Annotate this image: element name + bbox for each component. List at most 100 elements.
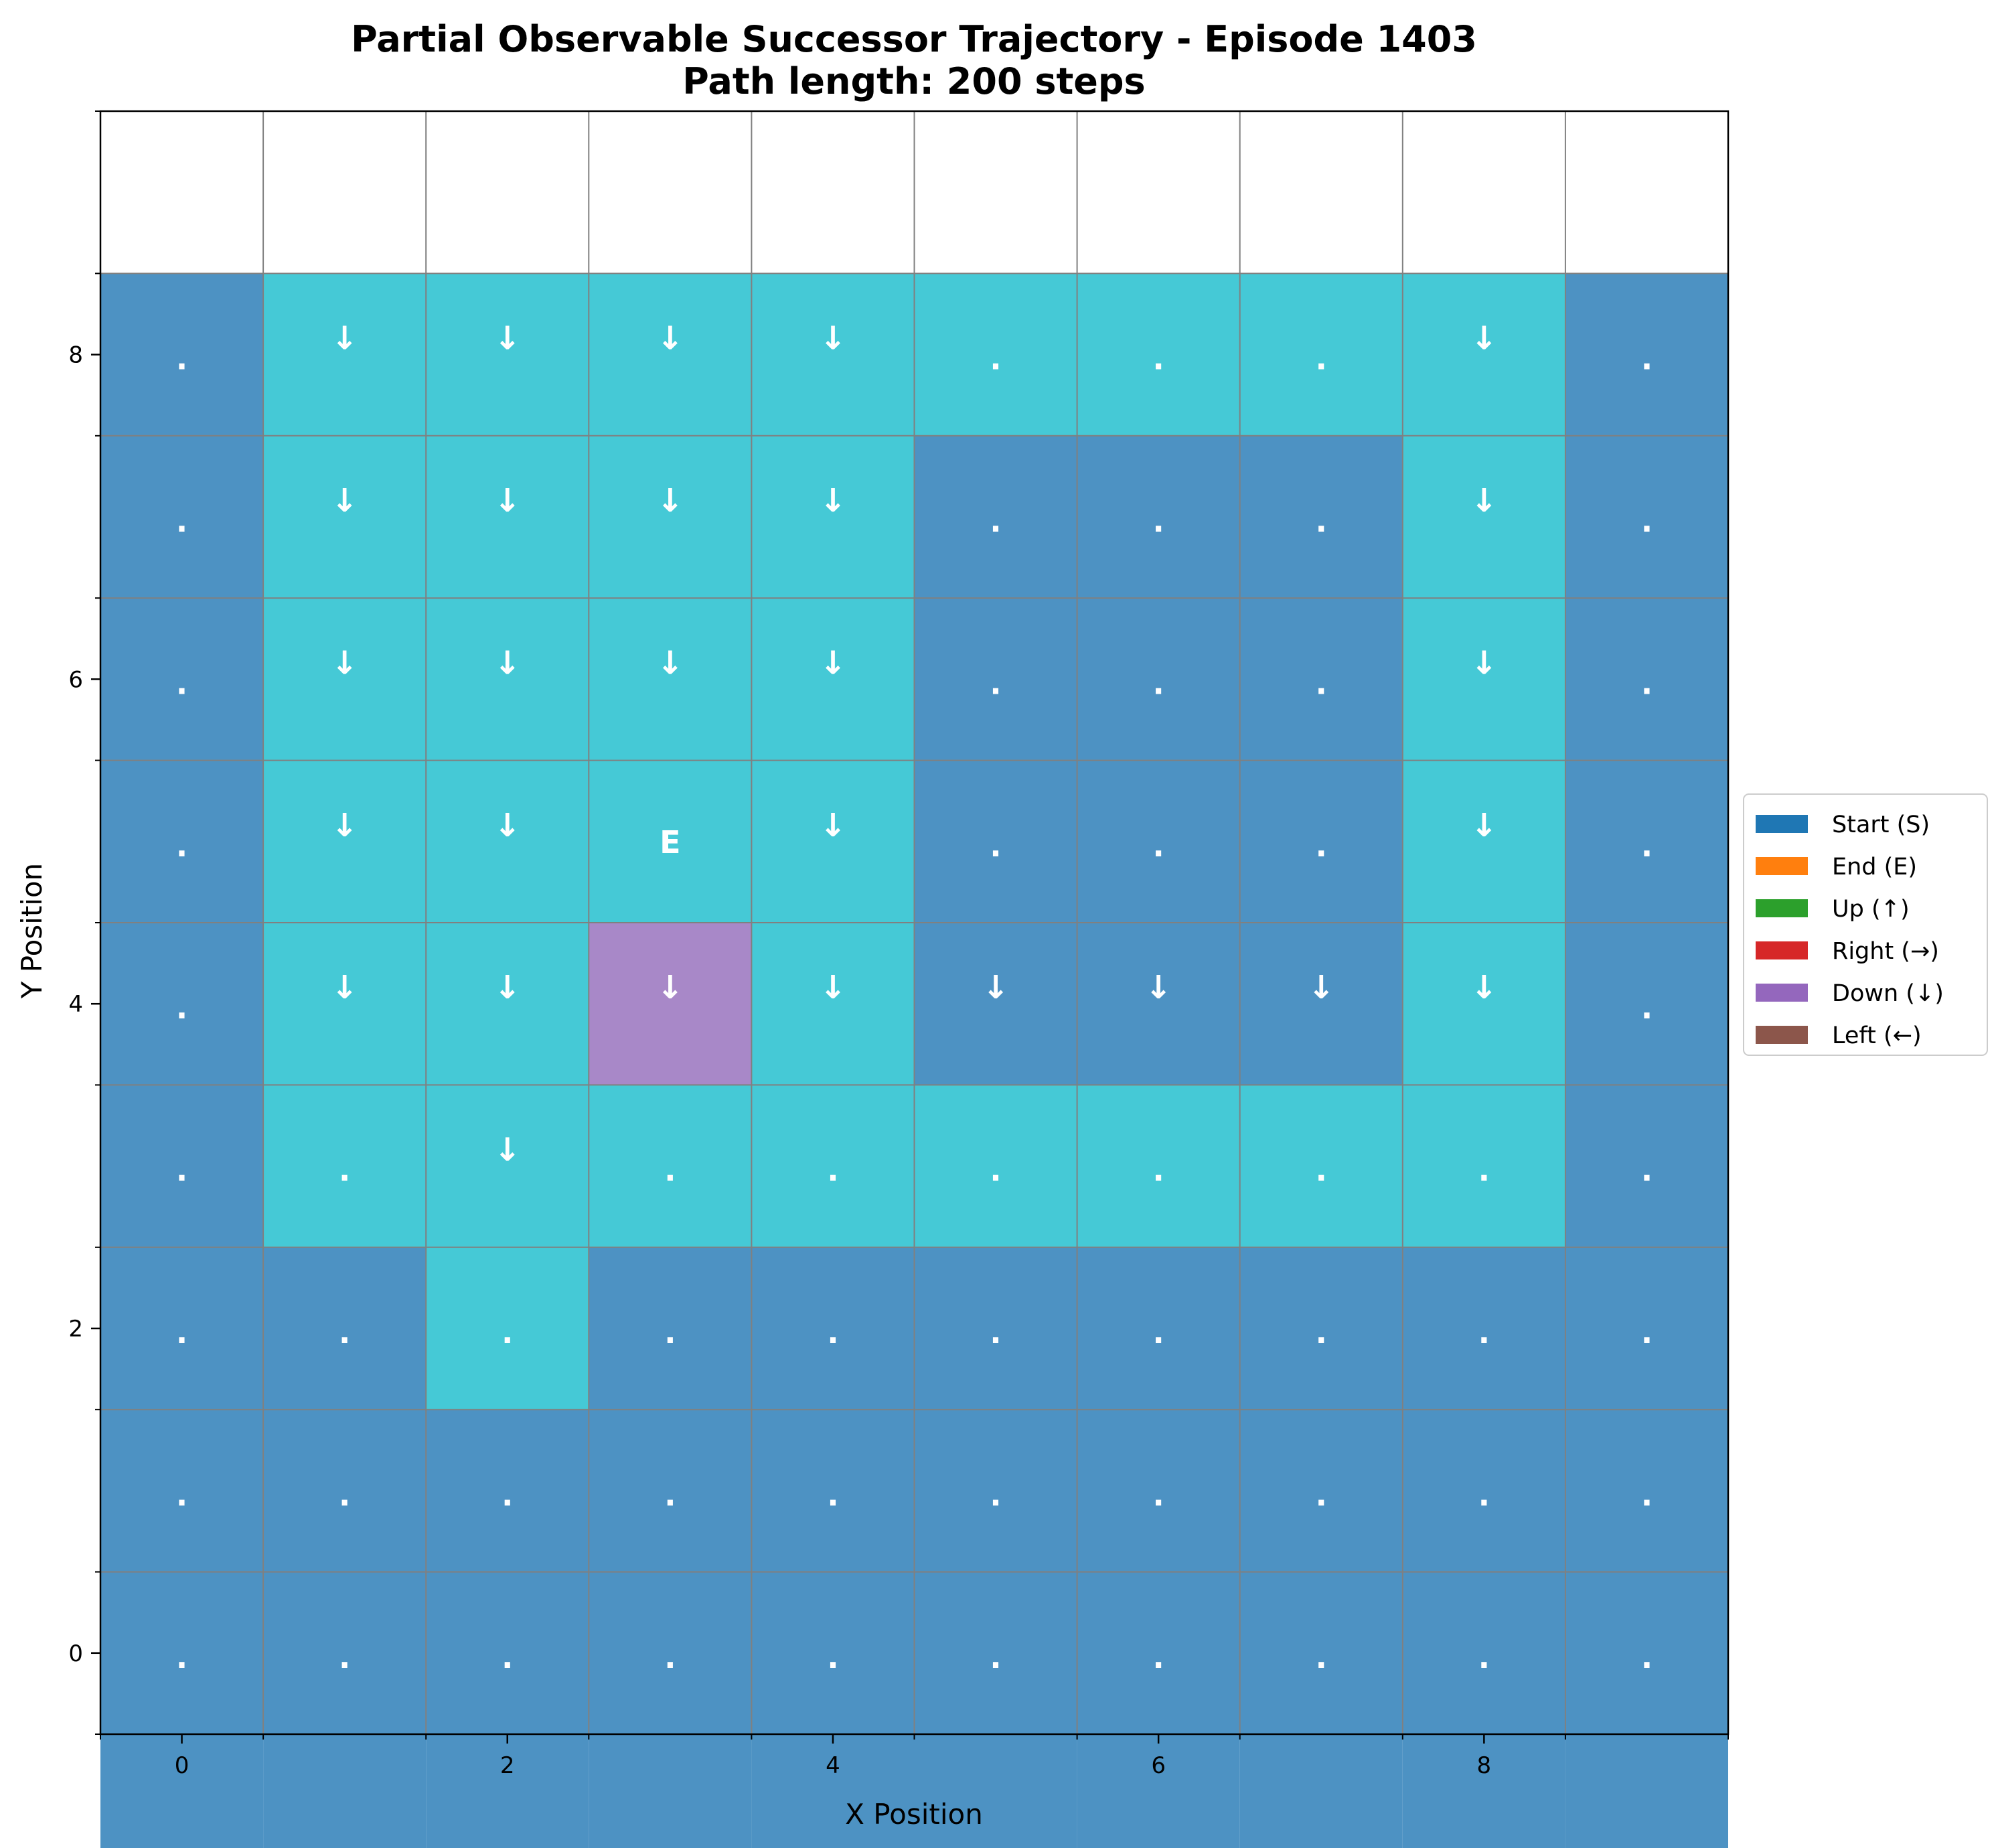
cell-3-4 <box>589 1085 752 1247</box>
cell-dot: . <box>990 1639 1001 1675</box>
cell-4-9 <box>751 273 915 436</box>
x-tick-label: 0 <box>175 1752 189 1779</box>
cell-5-2 <box>914 1409 1077 1572</box>
end-marker: E <box>660 824 680 860</box>
cell-5-0 <box>914 1734 1077 1848</box>
cell-dot: . <box>1641 503 1653 539</box>
cell-7-0 <box>1239 1734 1403 1848</box>
direction-arrow: ↓ <box>331 807 358 844</box>
direction-arrow: ↓ <box>331 644 358 682</box>
cell-4-4 <box>751 1085 915 1247</box>
cell-1-8 <box>263 435 427 599</box>
cell-6-9 <box>1077 273 1240 436</box>
cell-dot: . <box>1316 1152 1327 1188</box>
cell-2-3 <box>426 1247 589 1410</box>
direction-arrow: ↓ <box>494 969 521 1006</box>
cell-0-0 <box>100 1734 264 1848</box>
direction-arrow: ↓ <box>331 969 358 1006</box>
x-tick-label: 4 <box>826 1752 840 1779</box>
legend-label: Up (↑) <box>1832 896 1910 923</box>
cell-dot: . <box>176 341 187 377</box>
cell-2-2 <box>426 1409 589 1572</box>
direction-arrow: ↓ <box>820 482 846 520</box>
cell-dot: . <box>1641 990 1653 1026</box>
cell-dot: . <box>827 1476 838 1513</box>
direction-arrow: ↓ <box>1145 157 1172 195</box>
cell-8-9 <box>1402 273 1565 436</box>
cell-dot: . <box>339 1476 350 1513</box>
cell-6-4 <box>1077 1085 1240 1247</box>
cell-dot: . <box>339 1152 350 1188</box>
legend-swatch <box>1756 941 1808 959</box>
direction-arrow: ↓ <box>494 482 521 520</box>
legend-swatch <box>1756 857 1808 875</box>
cell-8-2 <box>1402 1409 1565 1572</box>
cell-dot: . <box>1641 1152 1653 1188</box>
cell-1-6 <box>263 760 427 923</box>
direction-arrow: ↓ <box>494 320 521 358</box>
cell-3-1 <box>589 1571 752 1734</box>
cell-4-8 <box>751 435 915 599</box>
direction-arrow: ↓ <box>1470 157 1497 195</box>
legend-label: Right (→) <box>1832 938 1939 965</box>
cell-1-0 <box>263 1734 427 1848</box>
cell-0-2 <box>100 1409 264 1572</box>
cell-5-4 <box>914 1085 1077 1247</box>
cell-dot: . <box>339 1314 350 1351</box>
cell-7-7 <box>1239 598 1403 761</box>
direction-arrow: ↓ <box>331 482 358 520</box>
cell-5-9 <box>914 273 1077 436</box>
cell-dot: . <box>664 1314 676 1351</box>
cell-9-2 <box>1565 1409 1728 1572</box>
cell-4-7 <box>751 598 915 761</box>
cell-0-3 <box>100 1247 264 1410</box>
cell-6-1 <box>1077 1571 1240 1734</box>
cell-dot: . <box>664 1152 676 1188</box>
cell-dot: . <box>1316 1314 1327 1351</box>
direction-arrow: ↓ <box>820 157 846 195</box>
cell-4-2 <box>751 1409 915 1572</box>
direction-arrow: ↓ <box>1470 644 1497 682</box>
cell-dot: . <box>176 503 187 539</box>
direction-arrow: ↓ <box>820 644 846 682</box>
cell-dot: . <box>1152 1314 1164 1351</box>
cell-1-5 <box>263 923 427 1085</box>
cell-0-7 <box>100 598 264 761</box>
direction-arrow: ↓ <box>657 157 684 195</box>
cell-dot: . <box>1641 1476 1653 1513</box>
y-tick-label: 0 <box>68 1640 83 1667</box>
legend-label: Start (S) <box>1832 812 1930 838</box>
cell-dot: . <box>176 1152 187 1188</box>
cell-dot: . <box>1316 1476 1327 1513</box>
cell-2-1 <box>426 1571 589 1734</box>
cell-2-7 <box>426 598 589 761</box>
cell-2-5 <box>426 923 589 1085</box>
cell-dot: . <box>664 1476 676 1513</box>
cell-dot: . <box>990 665 1001 701</box>
cell-7-2 <box>1239 1409 1403 1572</box>
cell-dot: . <box>1641 178 1653 214</box>
cell-0-6 <box>100 760 264 923</box>
x-tick-label: 8 <box>1477 1752 1492 1779</box>
cell-dot: . <box>502 1314 513 1351</box>
cell-dot: . <box>827 1152 838 1188</box>
cell-dot: . <box>1152 1476 1164 1513</box>
cell-3-9 <box>589 273 752 436</box>
cell-dot: . <box>990 828 1001 864</box>
cell-3-8 <box>589 435 752 599</box>
cell-dot: . <box>990 1314 1001 1351</box>
cell-0-5 <box>100 923 264 1085</box>
legend-label: End (E) <box>1832 854 1917 880</box>
x-axis-label: X Position <box>845 1798 983 1831</box>
x-tick-label: 2 <box>500 1752 515 1779</box>
legend-swatch <box>1756 815 1808 833</box>
cell-8-5 <box>1402 923 1565 1085</box>
direction-arrow: ↓ <box>657 482 684 520</box>
cell-8-6 <box>1402 760 1565 923</box>
cell-dot: . <box>990 1152 1001 1188</box>
cell-7-6 <box>1239 760 1403 923</box>
cell-9-6 <box>1565 760 1728 923</box>
y-tick-label: 8 <box>68 342 83 369</box>
legend-label: Left (←) <box>1832 1022 1922 1049</box>
cell-6-2 <box>1077 1409 1240 1572</box>
